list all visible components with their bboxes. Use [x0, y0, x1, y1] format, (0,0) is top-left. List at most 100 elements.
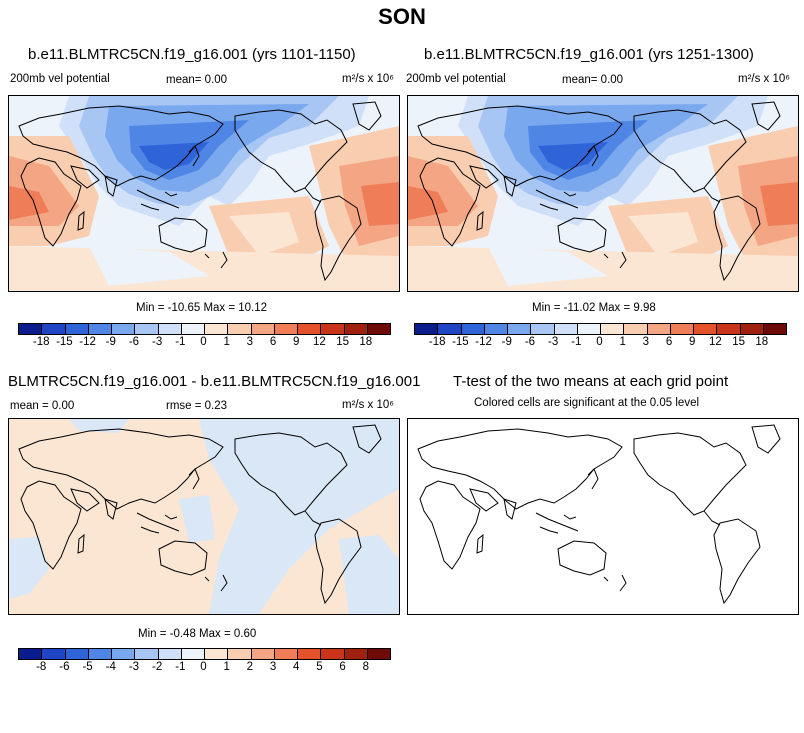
map-top-left — [8, 95, 400, 292]
colorbar-swatch — [251, 324, 275, 334]
colorbar-swatch — [321, 324, 345, 334]
colorbar-tick-label: -3 — [152, 336, 163, 348]
colorbar-swatch — [763, 324, 786, 334]
units-label-top-left: m²/s x 10⁶ — [342, 73, 395, 85]
colorbar-tick-label: 9 — [293, 336, 300, 348]
colorbar-tick-label: -18 — [428, 336, 446, 348]
colorbar-swatch — [531, 324, 555, 334]
contour-field — [408, 96, 798, 291]
colorbar-swatch — [438, 324, 462, 334]
colorbar-swatch — [205, 324, 229, 334]
map-top-left-svg — [9, 96, 399, 291]
colorbar-swatch — [577, 324, 601, 334]
colorbar-tick-label: 18 — [755, 336, 769, 348]
mean-label-top-left: mean= 0.00 — [166, 74, 228, 86]
contour-field — [9, 419, 399, 614]
colorbar-swatch — [112, 324, 136, 334]
colorbar-tick-label: -1 — [175, 336, 186, 348]
units-label-bottom-left: m²/s x 10⁶ — [342, 399, 395, 411]
map-top-right-svg — [408, 96, 798, 291]
colorbar-swatch — [181, 324, 205, 334]
minmax-top-left: Min = -10.65 Max = 10.12 — [136, 302, 268, 314]
mean-label-bottom-left: mean = 0.00 — [10, 400, 75, 412]
colorbar-swatch — [274, 324, 298, 334]
colorbar-swatch — [19, 324, 43, 334]
colorbar-tick-label: 0 — [596, 336, 603, 348]
season-title: SON — [378, 4, 426, 29]
colorbar-swatch — [228, 649, 252, 659]
colorbar-tick-label: 3 — [246, 336, 254, 348]
variable-label-top-left: 200mb vel potential — [10, 73, 110, 85]
colorbar-swatch — [135, 649, 159, 659]
colorbar-tick-label: 4 — [293, 661, 300, 673]
colorbar-swatch — [321, 649, 345, 659]
colorbar-swatch — [508, 324, 532, 334]
colorbar-swatch — [112, 649, 136, 659]
significance-note: Colored cells are significant at the 0.0… — [474, 397, 700, 409]
colorbar-swatch — [158, 649, 182, 659]
colorbar-swatch — [135, 324, 159, 334]
mean-label-top-right: mean= 0.00 — [562, 74, 624, 86]
colorbar-swatch — [717, 324, 741, 334]
colorbar-tick-label: -15 — [56, 336, 73, 348]
colorbar-tick-label: -4 — [105, 661, 116, 673]
colorbar-tick-label: -1 — [175, 661, 186, 673]
colorbar-tick-label: 0 — [200, 336, 207, 348]
colorbar-swatch — [19, 649, 43, 659]
colorbar-swatch — [88, 649, 112, 659]
colorbar-swatch — [251, 649, 275, 659]
colorbar-swatch — [298, 324, 322, 334]
minmax-bottom-left: Min = -0.48 Max = 0.60 — [138, 628, 257, 640]
colorbar-tick-label: -3 — [128, 661, 140, 673]
colorbar-swatch — [415, 324, 439, 334]
colorbar-tick-label: -6 — [524, 336, 536, 348]
colorbar-swatch — [181, 649, 205, 659]
colorbar-tick-label: 3 — [642, 336, 650, 348]
contour-field — [9, 96, 399, 291]
variable-label-top-right: 200mb vel potential — [406, 73, 506, 85]
colorbar-tick-label: -3 — [548, 336, 559, 348]
colorbar-swatch — [344, 649, 368, 659]
colorbar-tick-label: -2 — [152, 661, 163, 673]
colorbar-top-right — [414, 323, 787, 335]
rmse-label-bottom-left: rmse = 0.23 — [166, 400, 228, 412]
colorbar-bottom-left — [18, 648, 391, 660]
colorbar-tick-label: -8 — [36, 661, 47, 673]
colorbar-swatch — [670, 324, 694, 334]
colorbar-tick-label: 18 — [359, 336, 373, 348]
colorbar-tick-label: 8 — [362, 661, 370, 673]
colorbar-swatch — [298, 649, 322, 659]
panel-title-bottom-right: T-test of the two means at each grid poi… — [453, 373, 729, 390]
colorbar-swatch — [484, 324, 508, 334]
colorbar-tick-label: -12 — [79, 336, 96, 348]
colorbar-tick-label: 15 — [732, 336, 746, 348]
colorbar-swatch — [228, 324, 252, 334]
colorbar-swatch — [158, 324, 182, 334]
colorbar-tick-label: -12 — [475, 336, 492, 348]
colorbar-top-left — [18, 323, 391, 335]
map-bottom-right — [407, 418, 799, 615]
colorbar-tick-label: -9 — [105, 336, 116, 348]
colorbar-tick-label: 9 — [689, 336, 696, 348]
colorbar-swatch — [42, 649, 66, 659]
panel-title-top-left: b.e11.BLMTRC5CN.f19_g16.001 (yrs 1101-11… — [28, 46, 356, 63]
colorbar-swatch — [554, 324, 578, 334]
colorbar-swatch — [647, 324, 671, 334]
units-label-top-right: m²/s x 10⁶ — [738, 73, 791, 85]
colorbar-tick-label: 6 — [665, 336, 673, 348]
colorbar-tick-label: -6 — [128, 336, 140, 348]
colorbar-tick-label: -9 — [501, 336, 512, 348]
colorbar-swatch — [88, 324, 112, 334]
colorbar-swatch — [367, 324, 390, 334]
colorbar-swatch — [624, 324, 648, 334]
colorbar-swatch — [694, 324, 718, 334]
panel-title-top-right: b.e11.BLMTRC5CN.f19_g16.001 (yrs 1251-13… — [424, 46, 754, 63]
colorbar-swatch — [367, 649, 390, 659]
coastline — [417, 424, 781, 604]
colorbar-tick-label: -5 — [82, 661, 93, 673]
colorbar-swatch — [601, 324, 625, 334]
panel-title-bottom-left: BLMTRC5CN.f19_g16.001 - b.e11.BLMTRC5CN.… — [8, 373, 421, 390]
colorbar-tick-label: -15 — [452, 336, 469, 348]
colorbar-tick-label: 12 — [709, 336, 722, 348]
map-bottom-left — [8, 418, 400, 615]
